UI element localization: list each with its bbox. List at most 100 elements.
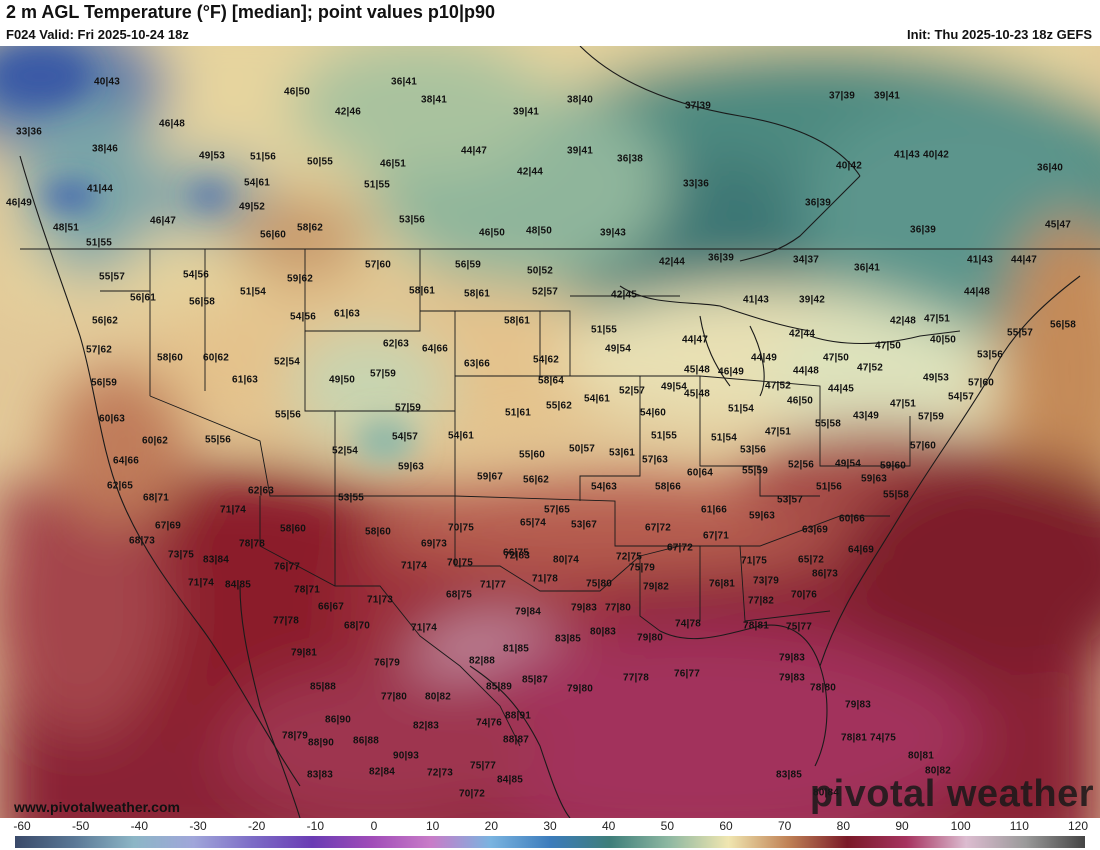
point-value-label: 42|48 <box>889 315 917 327</box>
point-value-label: 41|43 <box>966 254 994 266</box>
point-value-label: 50|55 <box>306 156 334 168</box>
point-value-label: 88|91 <box>504 710 532 722</box>
point-value-label: 80|84 <box>812 787 840 799</box>
point-value-label: 80|82 <box>924 765 952 777</box>
point-value-label: 59|62 <box>286 273 314 285</box>
point-value-label: 57|60 <box>364 259 392 271</box>
point-value-label: 62|63 <box>247 485 275 497</box>
point-value-label: 75|79 <box>628 562 656 574</box>
point-value-label: 34|37 <box>792 254 820 266</box>
point-value-label: 46|48 <box>158 118 186 130</box>
point-value-label: 37|39 <box>684 100 712 112</box>
point-value-label: 49|54 <box>660 381 688 393</box>
point-value-label: 80|83 <box>589 626 617 638</box>
point-value-label: 57|63 <box>641 454 669 466</box>
colorbar-tick-label: 0 <box>370 819 378 833</box>
point-value-label: 79|83 <box>778 652 806 664</box>
colorbar-tick-label: 30 <box>543 819 557 833</box>
point-value-label: 53|55 <box>337 492 365 504</box>
point-value-label: 54|63 <box>590 481 618 493</box>
point-value-label: 56|58 <box>188 296 216 308</box>
point-value-label: 53|67 <box>570 519 598 531</box>
colorbar-tick-label: 40 <box>601 819 616 833</box>
point-value-label: 71|75 <box>740 555 768 567</box>
point-value-label: 79|80 <box>566 683 594 695</box>
point-value-label: 53|56 <box>976 349 1004 361</box>
point-value-label: 67|72 <box>666 542 694 554</box>
point-value-label: 36|40 <box>1036 162 1064 174</box>
point-value-label: 77|78 <box>622 672 650 684</box>
point-value-label: 54|56 <box>289 311 317 323</box>
point-value-label: 66|75 <box>502 547 530 559</box>
point-value-label: 47|51 <box>764 426 792 438</box>
point-value-label: 37|39 <box>828 90 856 102</box>
point-value-label: 57|60 <box>967 377 995 389</box>
point-value-label: 70|75 <box>447 522 475 534</box>
point-value-label: 80|81 <box>907 750 935 762</box>
temperature-field <box>0 46 1100 818</box>
point-value-label: 55|57 <box>98 271 126 283</box>
point-value-label: 36|39 <box>909 224 937 236</box>
point-value-label: 58|61 <box>503 315 531 327</box>
point-value-label: 54|61 <box>583 393 611 405</box>
point-value-label: 44|47 <box>460 145 488 157</box>
point-value-label: 67|72 <box>644 522 672 534</box>
point-value-label: 61|63 <box>231 374 259 386</box>
point-value-label: 79|80 <box>636 632 664 644</box>
colorbar-tick-label: -40 <box>130 819 148 833</box>
point-value-label: 33|36 <box>15 126 43 138</box>
point-value-label: 51|56 <box>249 151 277 163</box>
point-value-label: 39|42 <box>798 294 826 306</box>
point-value-label: 82|83 <box>412 720 440 732</box>
point-value-label: 86|73 <box>811 568 839 580</box>
map-canvas <box>0 46 1100 818</box>
point-value-label: 80|82 <box>424 691 452 703</box>
point-value-label: 52|54 <box>331 445 359 457</box>
point-value-label: 52|54 <box>273 356 301 368</box>
init-time: Init: Thu 2025-10-23 18z GEFS <box>907 27 1092 42</box>
point-value-label: 69|73 <box>420 538 448 550</box>
point-value-label: 40|42 <box>922 149 950 161</box>
point-value-label: 36|38 <box>616 153 644 165</box>
colorbar-tick-label: -30 <box>189 819 207 833</box>
point-value-label: 82|88 <box>468 655 496 667</box>
point-value-label: 57|60 <box>909 440 937 452</box>
point-value-label: 83|84 <box>202 554 230 566</box>
point-value-label: 83|85 <box>554 633 582 645</box>
point-value-label: 54|57 <box>947 391 975 403</box>
colorbar-tick-label: 80 <box>836 819 851 833</box>
point-value-label: 73|75 <box>167 549 195 561</box>
point-value-label: 63|69 <box>801 524 829 536</box>
colorbar-tick-label: -10 <box>306 819 324 833</box>
point-value-label: 41|43 <box>742 294 770 306</box>
colorbar-tick-label: 120 <box>1067 819 1089 833</box>
colorbar-tick-label: 50 <box>660 819 675 833</box>
point-value-label: 58|61 <box>408 285 436 297</box>
point-value-label: 55|57 <box>1006 327 1034 339</box>
point-value-label: 55|58 <box>882 489 910 501</box>
point-value-label: 60|66 <box>838 513 866 525</box>
point-value-label: 65|72 <box>797 554 825 566</box>
point-value-label: 77|78 <box>272 615 300 627</box>
point-value-label: 47|50 <box>822 352 850 364</box>
point-value-label: 57|59 <box>917 411 945 423</box>
point-value-label: 71|77 <box>479 579 507 591</box>
point-value-label: 85|87 <box>521 674 549 686</box>
point-value-label: 79|84 <box>514 606 542 618</box>
point-value-label: 33|36 <box>682 178 710 190</box>
point-value-label: 45|47 <box>1044 219 1072 231</box>
point-value-label: 49|52 <box>238 201 266 213</box>
temperature-map: 40|43 46|50 36|41 38|41 38|40 37|39 37|39 39|41… <box>0 46 1100 818</box>
point-value-label: 62|65 <box>106 480 134 492</box>
cold-spots <box>0 46 415 463</box>
point-value-label: 71|74 <box>187 577 215 589</box>
point-value-label: 59|63 <box>748 510 776 522</box>
point-value-label: 46|49 <box>5 197 33 209</box>
point-value-label: 48|51 <box>52 222 80 234</box>
point-value-label: 45|48 <box>683 388 711 400</box>
point-value-label: 53|57 <box>776 494 804 506</box>
point-value-label: 38|40 <box>566 94 594 106</box>
point-value-label: 85|89 <box>485 681 513 693</box>
point-value-label: 36|41 <box>853 262 881 274</box>
point-value-label: 47|51 <box>923 313 951 325</box>
